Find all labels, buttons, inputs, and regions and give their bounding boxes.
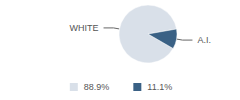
svg-text:A.I.: A.I.: [197, 35, 211, 45]
svg-text:88.9%: 88.9%: [84, 82, 110, 92]
svg-text:WHITE: WHITE: [70, 23, 99, 33]
svg-text:11.1%: 11.1%: [147, 82, 172, 92]
